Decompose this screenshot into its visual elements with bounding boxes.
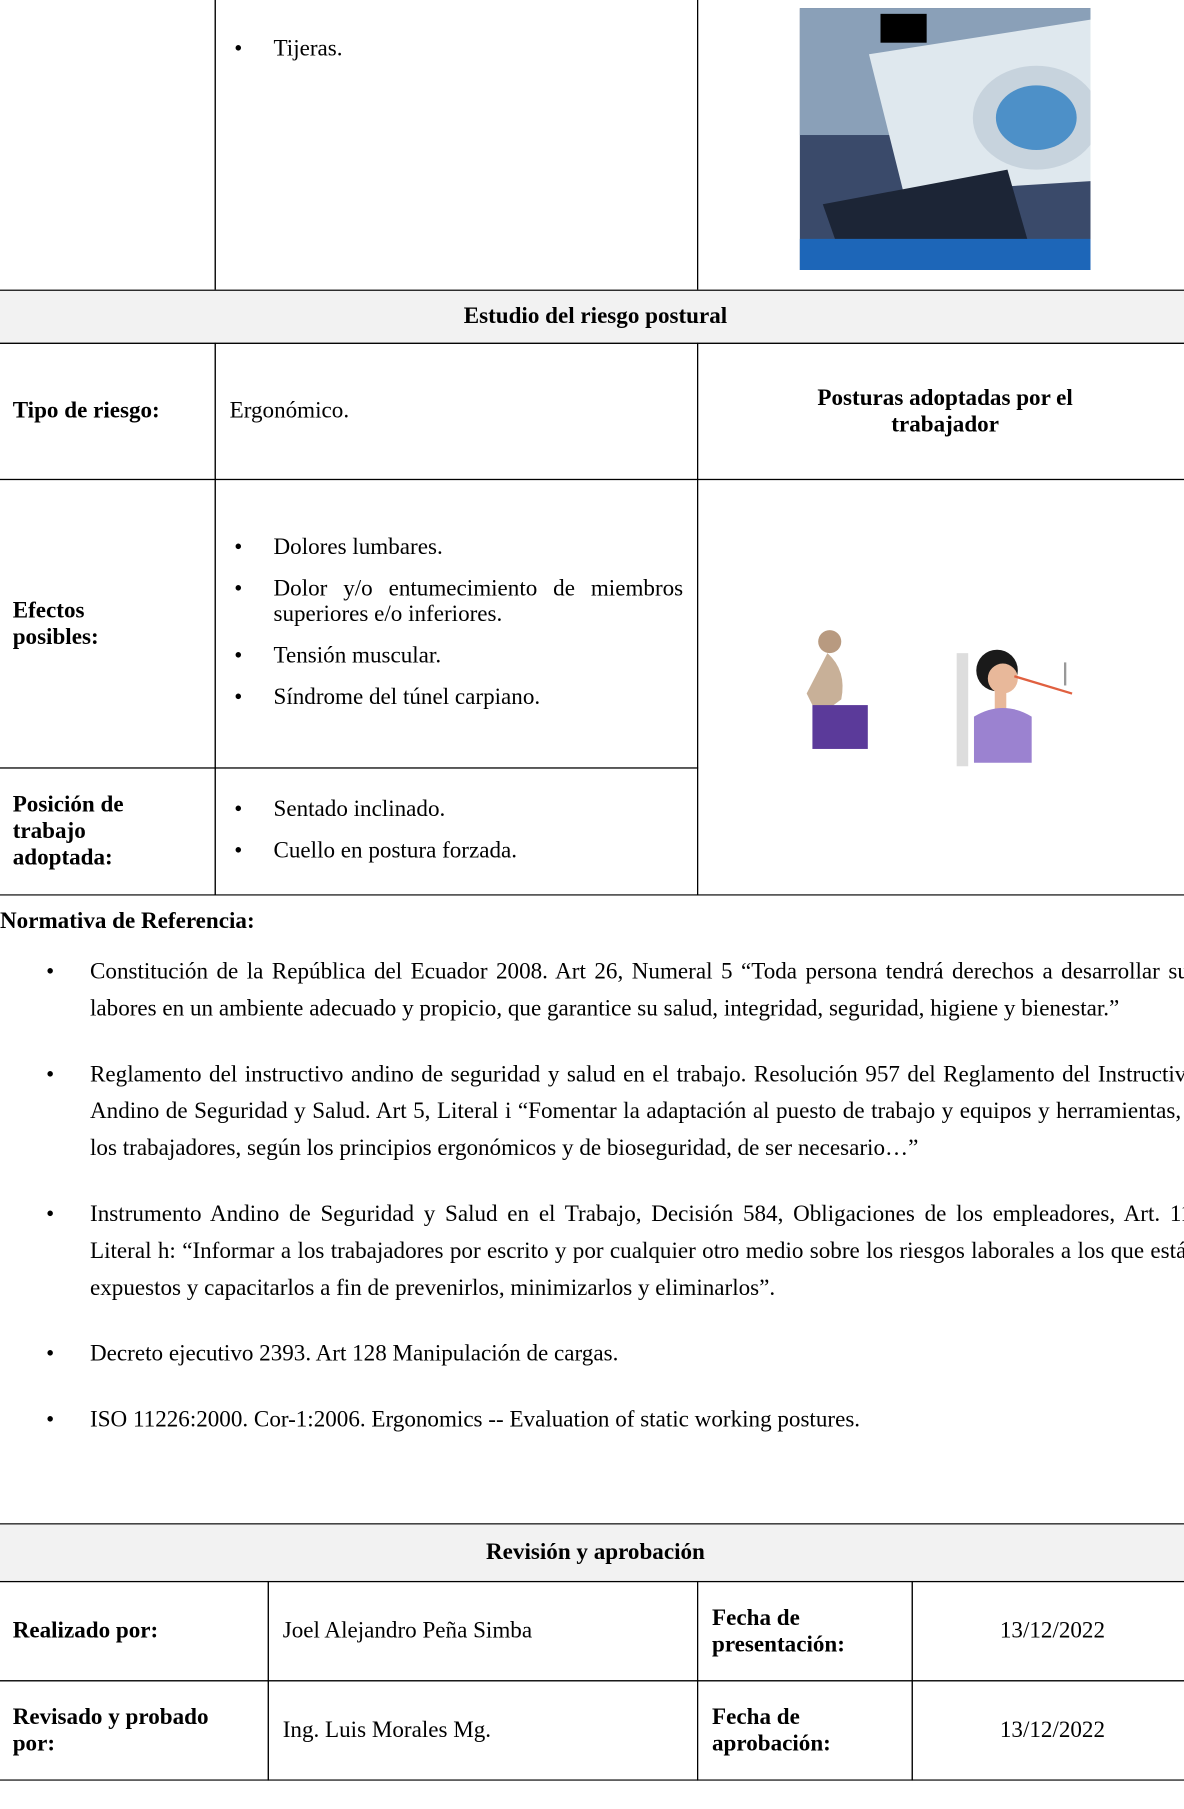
bullet-item: Dolor y/o entumecimiento de miembros sup… bbox=[230, 575, 684, 626]
photo-cell bbox=[697, 0, 1184, 291]
approval-cell: Fecha de presentación: bbox=[697, 1580, 913, 1682]
positions-cell: Sentado inclinado. Cuello en postura forz… bbox=[214, 767, 699, 896]
value-cell: Ergonómico. bbox=[214, 342, 699, 481]
bullet-item: ISO 11226:2000. Cor-1:2006. Ergonomics -… bbox=[30, 1401, 1184, 1438]
bullet-item: Tijeras. bbox=[230, 36, 342, 61]
work-photo bbox=[799, 8, 1091, 271]
approval-cell: Joel Alejandro Peña Simba bbox=[267, 1580, 699, 1682]
empty-cell bbox=[0, 0, 216, 291]
field-value: Ing. Luis Morales Mg. bbox=[282, 1717, 492, 1743]
field-value: 13/12/2022 bbox=[999, 1617, 1106, 1644]
regulations-title: Normativa de Referencia: bbox=[0, 908, 255, 934]
approval-cell: 13/12/2022 bbox=[911, 1580, 1184, 1682]
bullet-item: Cuello en postura forzada. bbox=[230, 837, 517, 862]
bullet-item: Dolores lumbares. bbox=[230, 534, 684, 559]
position-label: Posición de trabajo adoptada: bbox=[12, 791, 124, 871]
postures-label: Posturas adoptadas por el trabajador bbox=[817, 384, 1073, 437]
bullet-item: Sentado inclinado. bbox=[230, 796, 517, 821]
effects-cell: Dolores lumbares. Dolor y/o entumecimient… bbox=[214, 478, 699, 769]
bullet-item: Decreto ejecutivo 2393. Art 128 Manipula… bbox=[30, 1335, 1184, 1372]
bullet-item: Tensión muscular. bbox=[230, 642, 684, 667]
bullet-item: Instrumento Andino de Seguridad y Salud … bbox=[30, 1196, 1184, 1307]
label-cell: Posición de trabajo adoptada: bbox=[0, 767, 216, 896]
header-cell: Posturas adoptadas por el trabajador bbox=[697, 342, 1184, 481]
risk-type-label: Tipo de riesgo: bbox=[12, 398, 160, 424]
field-label: Realizado por: bbox=[12, 1617, 159, 1644]
approval-cell: Fecha de aprobación: bbox=[697, 1680, 913, 1781]
approval-cell: 13/12/2022 bbox=[911, 1680, 1184, 1781]
approval-cell: Revisado y probado por: bbox=[0, 1680, 269, 1781]
bullet-item: Constitución de la República del Ecuador… bbox=[30, 953, 1184, 1027]
field-label: Fecha de presentación: bbox=[712, 1604, 845, 1657]
posture-illustrations bbox=[806, 629, 1073, 766]
effects-label: Efectos posibles: bbox=[12, 597, 99, 650]
approval-title: Revisión y aprobación bbox=[486, 1539, 705, 1565]
section-header: Estudio del riesgo postural bbox=[0, 289, 1184, 344]
tools-cell: Tijeras. bbox=[214, 0, 699, 291]
approval-cell: Realizado por: bbox=[0, 1580, 269, 1682]
field-label: Revisado y probado por: bbox=[12, 1703, 209, 1756]
approval-cell: Ing. Luis Morales Mg. bbox=[267, 1680, 699, 1781]
section-title: Estudio del riesgo postural bbox=[463, 303, 728, 329]
field-label: Fecha de aprobación: bbox=[712, 1703, 831, 1756]
bullet-item: Síndrome del túnel carpiano. bbox=[230, 684, 684, 709]
risk-type: Ergonómico. bbox=[229, 398, 350, 424]
label-cell: Efectos posibles: bbox=[0, 478, 216, 769]
label-cell: Tipo de riesgo: bbox=[0, 342, 216, 481]
approval-header: Revisión y aprobación bbox=[0, 1523, 1184, 1583]
bullet-item: Reglamento del instructivo andino de seg… bbox=[30, 1056, 1184, 1167]
field-value: 13/12/2022 bbox=[999, 1717, 1106, 1743]
field-value: Joel Alejandro Peña Simba bbox=[282, 1617, 533, 1644]
postures-cell bbox=[697, 478, 1184, 896]
